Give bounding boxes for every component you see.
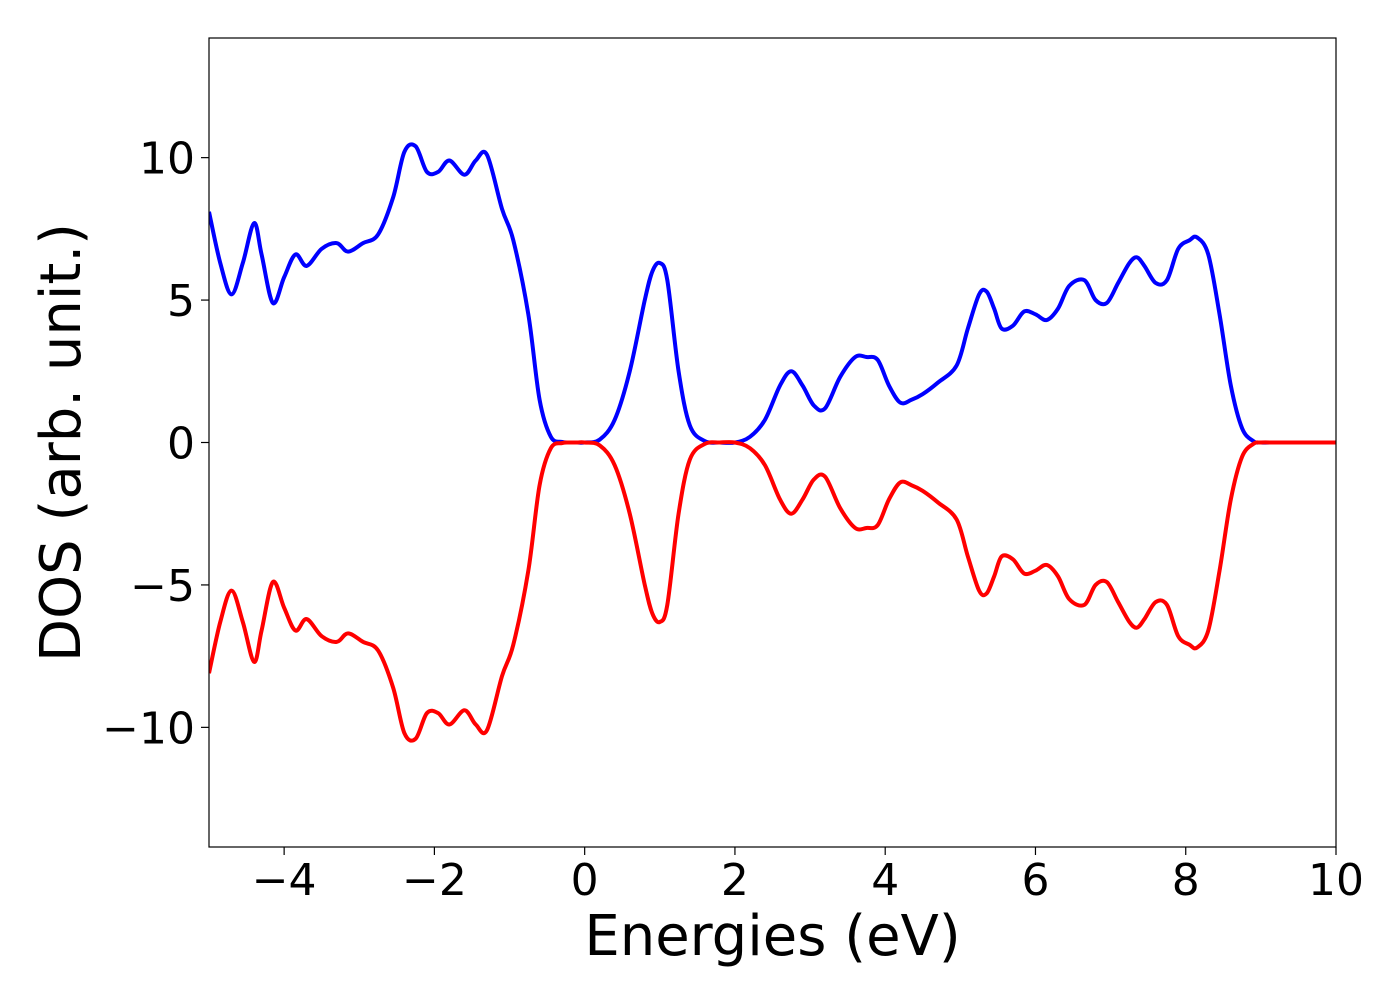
series-layer bbox=[209, 142, 1336, 743]
series-line-1 bbox=[209, 142, 1336, 445]
y-tick-label: 5 bbox=[167, 276, 195, 327]
y-tick-label: −5 bbox=[130, 561, 195, 612]
x-tick-label: 8 bbox=[1172, 855, 1200, 906]
x-tick-label: 0 bbox=[571, 855, 599, 906]
y-axis-ticks: −10 −5 0 5 10 bbox=[102, 134, 209, 754]
plot-frame bbox=[208, 37, 1337, 848]
y-tick-label: 0 bbox=[167, 419, 195, 470]
x-tick-label: 4 bbox=[871, 855, 899, 906]
y-axis-label: DOS (arb. unit.) bbox=[29, 223, 94, 662]
x-tick-label: 2 bbox=[721, 855, 749, 906]
x-tick-label: 6 bbox=[1021, 855, 1049, 906]
x-axis-label: Energies (eV) bbox=[584, 904, 960, 969]
x-tick-label: 10 bbox=[1308, 855, 1364, 906]
series-line-2 bbox=[209, 440, 1336, 743]
y-tick-label: −10 bbox=[102, 703, 195, 754]
x-tick-label: −4 bbox=[252, 855, 317, 906]
y-tick-label: 10 bbox=[139, 134, 195, 185]
x-tick-label: −2 bbox=[402, 855, 467, 906]
x-axis-ticks: −4 −2 0 2 4 6 8 10 bbox=[252, 847, 1364, 906]
